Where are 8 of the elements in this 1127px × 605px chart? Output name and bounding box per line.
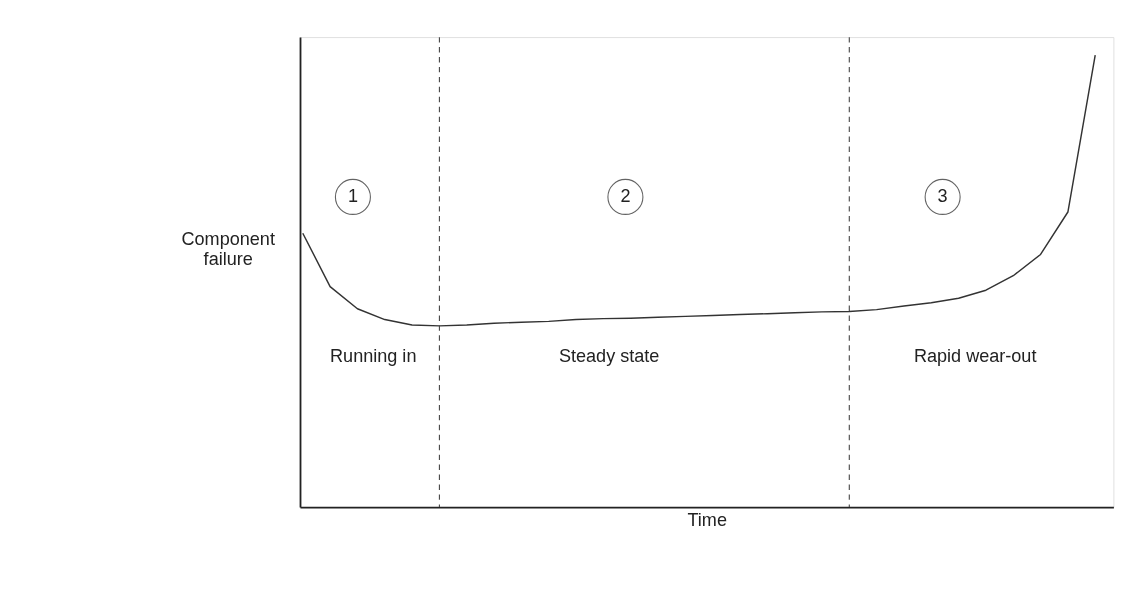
x-axis-title: Time <box>687 509 727 530</box>
annotation: Running in <box>330 346 417 367</box>
annotation: 2 <box>620 186 631 207</box>
annotation: 3 <box>937 186 948 207</box>
annotation: 1 <box>347 186 358 207</box>
annotation: Rapid wear-out <box>913 346 1037 367</box>
annotation: Steady state <box>558 346 660 367</box>
y-axis-title: Component failure <box>181 229 275 269</box>
